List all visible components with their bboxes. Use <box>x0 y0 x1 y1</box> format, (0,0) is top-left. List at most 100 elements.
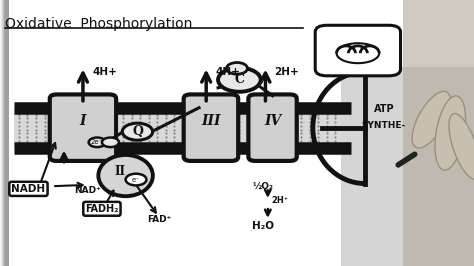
Bar <box>3 0 8 266</box>
Bar <box>2 0 7 266</box>
Bar <box>2 0 7 266</box>
Bar <box>2 0 7 266</box>
Bar <box>0 0 5 266</box>
Bar <box>0 0 5 266</box>
Bar <box>3 0 8 266</box>
Bar <box>4 0 9 266</box>
Bar <box>14 108 64 148</box>
Bar <box>4 0 9 266</box>
Bar <box>4 0 9 266</box>
Bar <box>5 0 9 266</box>
Bar <box>2 0 7 266</box>
Circle shape <box>126 174 146 185</box>
Bar <box>2 0 7 266</box>
Bar <box>1 0 6 266</box>
Circle shape <box>218 68 261 92</box>
Bar <box>3 0 8 266</box>
Bar <box>235 108 254 148</box>
Bar <box>1 0 6 266</box>
Ellipse shape <box>449 114 474 179</box>
Bar <box>1 0 6 266</box>
Bar <box>2 0 7 266</box>
Bar <box>2 0 7 266</box>
Ellipse shape <box>98 155 153 196</box>
Bar <box>4 0 9 266</box>
Text: 2H+: 2H+ <box>274 67 299 77</box>
Bar <box>2 0 7 266</box>
Bar <box>2 0 7 266</box>
Text: ½O₂: ½O₂ <box>253 182 273 191</box>
Circle shape <box>102 138 119 147</box>
Bar <box>4 0 9 266</box>
Bar <box>4 0 9 266</box>
Text: NAD⁺: NAD⁺ <box>74 186 101 195</box>
Bar <box>3 0 8 266</box>
FancyBboxPatch shape <box>184 94 238 161</box>
Text: e⁻: e⁻ <box>132 177 140 182</box>
Bar <box>5 0 9 266</box>
Text: FADH₂: FADH₂ <box>85 204 118 214</box>
Bar <box>3 0 8 266</box>
Text: 2H⁺: 2H⁺ <box>271 196 288 205</box>
Bar <box>4 0 9 266</box>
Bar <box>1 0 6 266</box>
Bar <box>0 0 5 266</box>
Bar <box>2 0 7 266</box>
Bar <box>1 0 6 266</box>
Bar <box>4 0 9 266</box>
FancyBboxPatch shape <box>403 0 474 266</box>
Bar <box>0 0 5 266</box>
Bar <box>0 0 5 266</box>
Bar <box>4 0 9 266</box>
Bar <box>296 108 341 148</box>
Bar <box>2 0 7 266</box>
Bar <box>1 0 6 266</box>
FancyBboxPatch shape <box>50 94 116 161</box>
FancyBboxPatch shape <box>248 94 297 161</box>
Text: II: II <box>114 165 126 178</box>
Bar <box>0 0 5 266</box>
Bar <box>1 0 6 266</box>
Bar <box>3 0 8 266</box>
Bar <box>0 0 5 266</box>
Bar <box>2 0 7 266</box>
Text: NADH: NADH <box>11 184 46 194</box>
Ellipse shape <box>435 96 465 170</box>
Bar <box>0 0 5 266</box>
Text: Q: Q <box>132 125 143 138</box>
Bar <box>1 0 6 266</box>
Text: H₂O: H₂O <box>252 221 274 231</box>
Bar <box>0 0 5 266</box>
Bar <box>3 0 8 266</box>
Bar <box>0 0 5 266</box>
Bar <box>1 0 6 266</box>
Bar <box>3 0 8 266</box>
Bar <box>3 0 8 266</box>
Bar <box>2 0 7 266</box>
Ellipse shape <box>412 91 451 148</box>
Bar <box>1 0 6 266</box>
FancyBboxPatch shape <box>315 25 401 76</box>
Bar <box>4 0 9 266</box>
Text: C: C <box>234 73 245 86</box>
Circle shape <box>227 63 247 74</box>
Bar <box>1 0 6 266</box>
Bar <box>3 0 8 266</box>
Bar <box>1 0 6 266</box>
Bar <box>3 0 8 266</box>
Bar <box>5 0 9 266</box>
Text: 4H+: 4H+ <box>92 67 117 77</box>
Text: IV: IV <box>264 114 281 128</box>
Bar <box>1 0 6 266</box>
Text: 4H+: 4H+ <box>216 67 240 77</box>
Bar <box>4 0 9 266</box>
Bar <box>0 0 5 266</box>
Text: III: III <box>201 114 221 128</box>
Bar <box>2 0 7 266</box>
Text: I: I <box>80 114 86 128</box>
Bar <box>3 0 8 266</box>
Bar <box>4 0 9 266</box>
Bar <box>3 0 8 266</box>
Bar <box>4 0 9 266</box>
Bar <box>2 0 7 266</box>
